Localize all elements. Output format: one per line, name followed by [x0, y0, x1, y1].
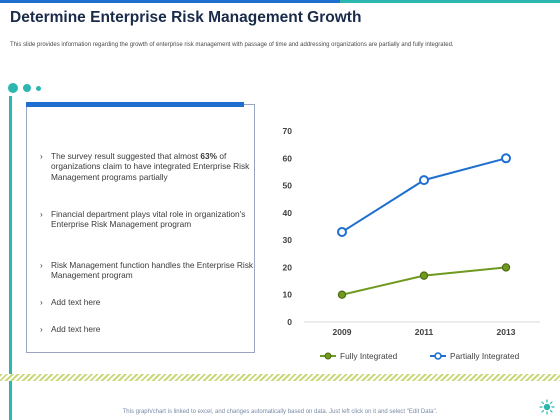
data-point — [337, 290, 347, 299]
bullet-text: The survey result suggested that almost — [51, 151, 201, 161]
decorative-dot — [35, 85, 42, 92]
y-tick-label: 60 — [283, 153, 293, 163]
text-panel — [26, 104, 255, 353]
bullet-text: of organizations claim to have integrate… — [51, 151, 250, 182]
decorative-hatch-band — [0, 374, 560, 381]
bullet-text: Financial department plays vital role in… — [51, 209, 246, 230]
text-panel-accent-bar — [26, 102, 244, 107]
legend-marker — [324, 352, 332, 360]
chevron-right-icon: › — [40, 209, 43, 219]
bullet-text: Add text here — [51, 324, 101, 334]
chevron-right-icon: › — [40, 324, 43, 334]
top-accent-bar-blue — [0, 0, 340, 3]
bullet-text: Add text here — [51, 297, 101, 307]
chevron-right-icon: › — [40, 297, 43, 307]
x-tick-label: 2011 — [415, 327, 434, 337]
y-tick-label: 40 — [283, 208, 293, 218]
y-tick-label: 20 — [283, 262, 293, 272]
decorative-vertical-line — [9, 96, 12, 420]
chevron-right-icon: › — [40, 151, 43, 161]
x-tick-label: 2009 — [333, 327, 352, 337]
y-tick-label: 50 — [283, 181, 293, 191]
legend-marker — [434, 352, 442, 360]
series-line — [341, 157, 507, 233]
decorative-dot — [22, 83, 32, 93]
decorative-dot — [7, 82, 19, 94]
y-tick-label: 70 — [283, 126, 293, 136]
data-point — [419, 271, 429, 280]
bullet-item: › Add text here — [40, 297, 255, 307]
top-accent-bar-teal — [340, 0, 560, 3]
footer-note: This graph/chart is linked to excel, and… — [122, 409, 438, 415]
bullet-item: › The survey result suggested that almos… — [40, 151, 255, 182]
legend-label: Fully Integrated — [340, 351, 398, 361]
y-tick-label: 10 — [283, 290, 293, 300]
bullet-text: Risk Management function handles the Ent… — [51, 260, 253, 281]
y-tick-label: 0 — [287, 317, 292, 327]
bullet-item: › Add text here — [40, 324, 255, 334]
x-tick-label: 2013 — [497, 327, 516, 337]
bullet-item: › Risk Management function handles the E… — [40, 260, 255, 281]
bullet-highlight: 63% — [200, 151, 218, 161]
data-point — [501, 153, 511, 164]
line-chart[interactable]: 0 10 20 30 40 50 60 70 2009 2011 2013 Fully Integra… — [262, 110, 552, 370]
y-tick-label: 30 — [283, 235, 293, 245]
data-point — [337, 226, 347, 237]
data-point — [501, 263, 511, 272]
data-point — [419, 175, 429, 186]
page-title: Determine Enterprise Risk Management Gro… — [10, 9, 362, 26]
bullet-item: › Financial department plays vital role … — [40, 209, 255, 230]
legend-label: Partially Integrated — [450, 351, 520, 361]
page-subtitle: This slide provides information regardin… — [10, 42, 454, 48]
chevron-right-icon: › — [40, 260, 43, 270]
sun-icon — [539, 399, 555, 415]
